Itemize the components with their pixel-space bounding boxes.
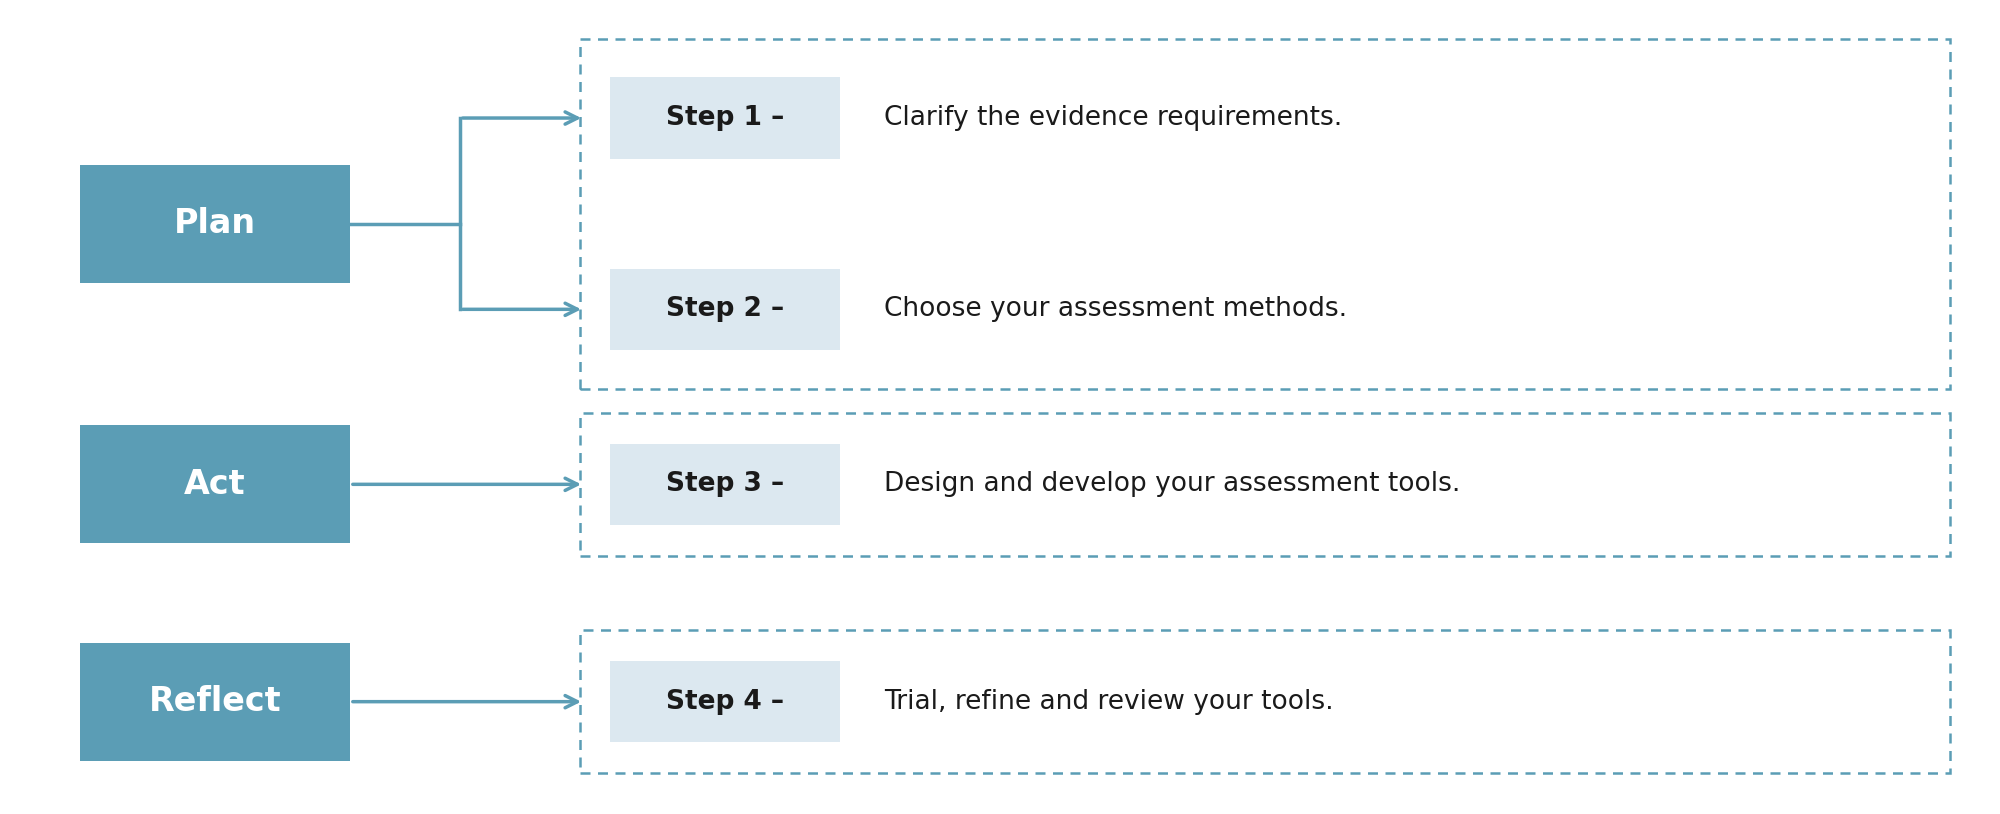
Bar (580, 39, 1950, 389)
Bar (580, 630, 1950, 773)
Text: Step 3 –: Step 3 – (666, 471, 784, 497)
Text: Choose your assessment methods.: Choose your assessment methods. (884, 296, 1348, 322)
Bar (80, 643, 350, 760)
Text: Step 2 –: Step 2 – (666, 296, 784, 322)
Bar (610, 269, 840, 350)
Bar (610, 77, 840, 159)
Text: Step 4 –: Step 4 – (666, 689, 784, 715)
Text: Act: Act (184, 468, 246, 501)
Text: Clarify the evidence requirements.: Clarify the evidence requirements. (884, 105, 1342, 131)
Bar (610, 444, 840, 525)
Text: Design and develop your assessment tools.: Design and develop your assessment tools… (884, 471, 1460, 497)
Bar (80, 425, 350, 544)
Bar (580, 414, 1950, 555)
Bar (610, 661, 840, 742)
Text: Trial, refine and review your tools.: Trial, refine and review your tools. (884, 689, 1334, 715)
Text: Reflect: Reflect (148, 685, 282, 718)
Text: Step 1 –: Step 1 – (666, 105, 784, 131)
Bar (80, 164, 350, 283)
Text: Plan: Plan (174, 208, 256, 240)
